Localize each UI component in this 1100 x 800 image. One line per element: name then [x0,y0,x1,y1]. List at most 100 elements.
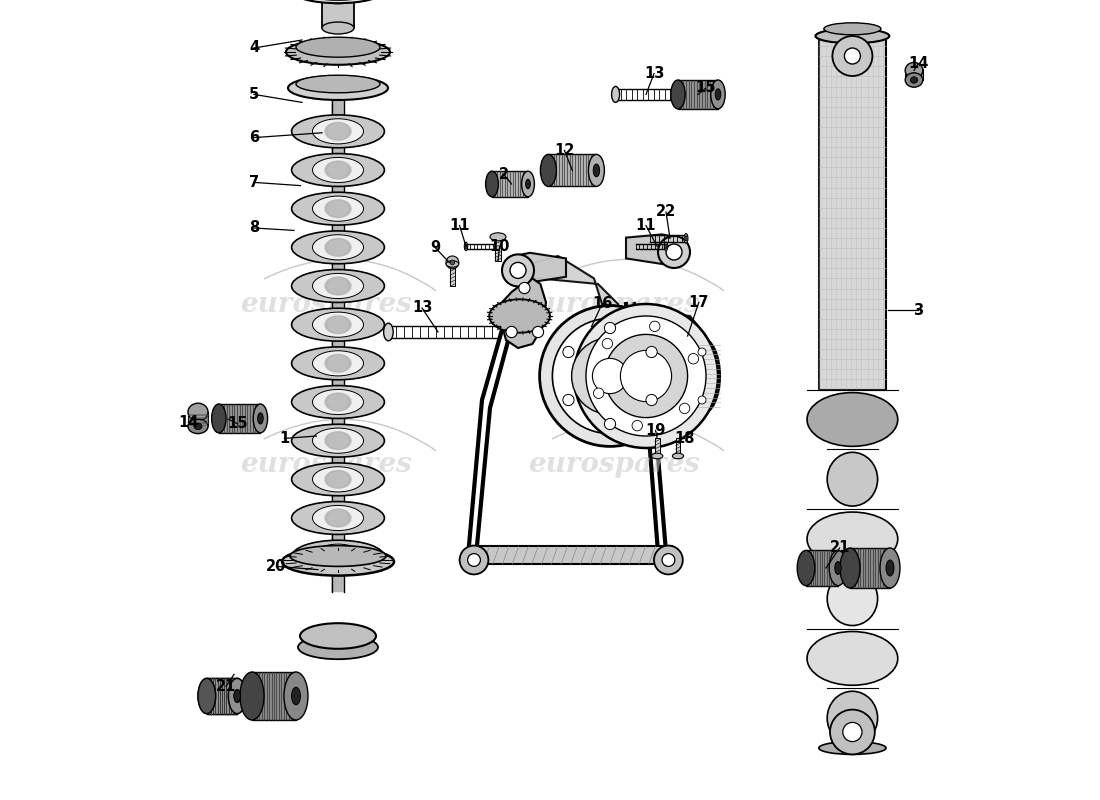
Bar [331,96,344,592]
Polygon shape [500,278,546,348]
Ellipse shape [294,0,382,3]
Text: 8: 8 [249,221,260,235]
Ellipse shape [324,354,352,373]
Ellipse shape [292,463,384,496]
Ellipse shape [526,179,530,189]
Ellipse shape [327,471,350,488]
Ellipse shape [234,690,241,702]
Ellipse shape [290,546,386,566]
Ellipse shape [324,160,352,180]
Text: 13: 13 [411,301,432,315]
Ellipse shape [324,547,352,566]
Circle shape [666,244,682,260]
Text: 16: 16 [592,297,613,311]
Ellipse shape [312,234,363,260]
Polygon shape [806,550,838,586]
Ellipse shape [326,509,350,527]
Ellipse shape [324,547,351,566]
Ellipse shape [798,550,815,586]
Ellipse shape [300,623,376,649]
Text: 21: 21 [829,541,850,555]
Ellipse shape [672,453,683,459]
Ellipse shape [324,122,351,141]
Ellipse shape [324,470,351,489]
Ellipse shape [229,678,246,714]
Ellipse shape [327,510,350,526]
Ellipse shape [312,506,363,530]
Polygon shape [514,256,706,368]
Ellipse shape [880,548,900,588]
Ellipse shape [324,470,352,489]
Ellipse shape [328,355,349,371]
Circle shape [680,403,690,414]
Ellipse shape [292,386,384,418]
Ellipse shape [326,354,350,372]
Circle shape [552,318,668,434]
Bar [905,69,923,80]
Bar [818,36,886,390]
Text: 20: 20 [266,559,287,574]
Ellipse shape [292,308,384,341]
Ellipse shape [312,312,363,338]
Ellipse shape [326,161,350,179]
Ellipse shape [540,154,557,186]
Circle shape [532,326,543,338]
Ellipse shape [292,347,384,380]
Ellipse shape [326,316,350,334]
Ellipse shape [328,510,349,526]
Circle shape [446,256,459,269]
Polygon shape [492,171,528,197]
Text: 12: 12 [554,143,574,158]
Ellipse shape [324,238,352,257]
Circle shape [593,388,604,398]
Circle shape [662,554,674,566]
Ellipse shape [324,238,351,257]
Ellipse shape [327,162,350,178]
Ellipse shape [324,431,352,450]
Ellipse shape [715,89,720,100]
Ellipse shape [292,540,384,573]
Circle shape [574,304,718,448]
Circle shape [654,546,683,574]
Bar [654,438,660,456]
Ellipse shape [327,548,350,565]
Ellipse shape [328,162,349,178]
Ellipse shape [326,548,350,566]
Ellipse shape [326,238,350,256]
Circle shape [563,346,574,358]
Ellipse shape [818,742,886,754]
Ellipse shape [324,354,351,373]
Ellipse shape [312,428,363,454]
Ellipse shape [324,508,352,528]
Text: 2: 2 [498,167,508,182]
Ellipse shape [807,512,898,566]
Circle shape [593,358,628,394]
Ellipse shape [829,550,847,586]
Circle shape [843,722,862,742]
Polygon shape [252,672,296,720]
Ellipse shape [312,158,363,182]
Text: eurospares: eurospares [528,450,700,478]
Circle shape [604,418,616,430]
Ellipse shape [324,315,352,334]
Ellipse shape [327,394,350,410]
Ellipse shape [234,690,241,702]
Ellipse shape [328,278,349,294]
Ellipse shape [685,236,688,241]
Ellipse shape [328,549,349,565]
Ellipse shape [328,317,349,333]
Ellipse shape [292,687,300,705]
Ellipse shape [312,544,363,570]
Ellipse shape [384,323,393,341]
Ellipse shape [326,470,350,488]
Polygon shape [207,678,238,714]
Circle shape [460,546,488,574]
Circle shape [572,338,648,414]
Circle shape [604,334,688,418]
Circle shape [620,350,672,402]
Text: 1: 1 [279,431,289,446]
Ellipse shape [324,199,351,218]
Ellipse shape [327,200,350,217]
Circle shape [698,348,706,356]
Ellipse shape [322,22,354,34]
